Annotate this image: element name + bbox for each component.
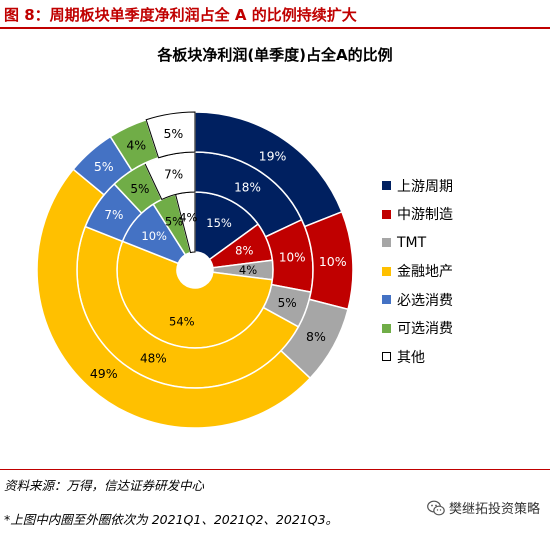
slice-label-2021Q3-1: 10% — [319, 254, 347, 269]
legend-item: 可选消费 — [382, 317, 453, 340]
slice-label-2021Q3-4: 5% — [94, 159, 114, 174]
slice-label-2021Q1-5: 5% — [165, 214, 183, 228]
slice-label-2021Q3-2: 8% — [306, 329, 326, 344]
slice-label-2021Q1-0: 15% — [206, 216, 232, 230]
legend-item: TMT — [382, 231, 453, 254]
legend-label: 其他 — [397, 349, 425, 366]
source-note: 资料来源：万得，信达证券研发中心 — [4, 478, 205, 493]
slice-label-2021Q1-2: 4% — [239, 263, 257, 277]
slice-label-2021Q1-6: 4% — [179, 210, 197, 224]
slice-label-2021Q2-0: 18% — [234, 180, 261, 194]
legend-item: 金融地产 — [382, 260, 453, 283]
slice-label-2021Q2-1: 10% — [279, 251, 306, 265]
legend-label: 上游周期 — [397, 178, 453, 195]
legend-swatch — [382, 238, 391, 247]
slice-label-2021Q3-3: 49% — [90, 366, 118, 381]
legend-label: 必选消费 — [397, 292, 453, 309]
donut-chart: 15%8%4%54%10%5%4%18%10%5%48%7%5%7%19%10%… — [36, 111, 354, 429]
slice-label-2021Q3-0: 19% — [259, 148, 287, 163]
legend-label: 可选消费 — [397, 321, 453, 337]
watermark: 樊继拓投资策略 — [427, 498, 540, 517]
legend-label: 金融地产 — [397, 264, 453, 280]
slice-2021Q3-6 — [145, 111, 196, 159]
slice-label-2021Q2-3: 48% — [140, 352, 167, 366]
chart-legend: 上游周期中游制造 TMT 金融地产必选消费可选消费其他 — [382, 174, 453, 374]
slice-label-2021Q3-6: 5% — [163, 126, 183, 141]
legend-item: 中游制造 — [382, 203, 453, 226]
watermark-text: 樊继拓投资策略 — [448, 502, 540, 517]
footnote: *上图中内圈至外圈依次为 2021Q1、2021Q2、2021Q3。 — [4, 512, 339, 527]
title-divider — [0, 27, 550, 29]
slice-label-2021Q2-5: 5% — [130, 182, 149, 196]
legend-swatch — [382, 266, 391, 276]
slice-2021Q3-3 — [36, 168, 312, 429]
slice-label-2021Q1-4: 10% — [141, 229, 167, 243]
legend-item: 必选消费 — [382, 288, 453, 311]
legend-swatch — [382, 352, 391, 361]
legend-swatch — [382, 209, 391, 219]
slice-label-2021Q1-3: 54% — [169, 314, 195, 328]
legend-label: TMT — [397, 234, 427, 251]
slice-label-2021Q3-5: 4% — [126, 138, 146, 153]
slice-label-2021Q1-1: 8% — [235, 243, 253, 257]
figure-title: 图 8：周期板块单季度净利润占全 A 的比例持续扩大 — [4, 6, 357, 24]
slice-label-2021Q2-6: 7% — [164, 167, 183, 181]
legend-item: 其他 — [382, 345, 453, 368]
chart-title: 各板块净利润(单季度)占全A的比例 — [157, 46, 393, 64]
wechat-icon — [427, 500, 445, 515]
legend-swatch — [382, 181, 391, 190]
bottom-divider — [0, 469, 550, 470]
legend-item: 上游周期 — [382, 174, 453, 197]
legend-swatch — [382, 323, 391, 333]
legend-swatch — [382, 295, 391, 304]
legend-label: 中游制造 — [397, 207, 453, 223]
slice-label-2021Q2-2: 5% — [278, 296, 297, 310]
slice-label-2021Q2-4: 7% — [104, 208, 123, 222]
